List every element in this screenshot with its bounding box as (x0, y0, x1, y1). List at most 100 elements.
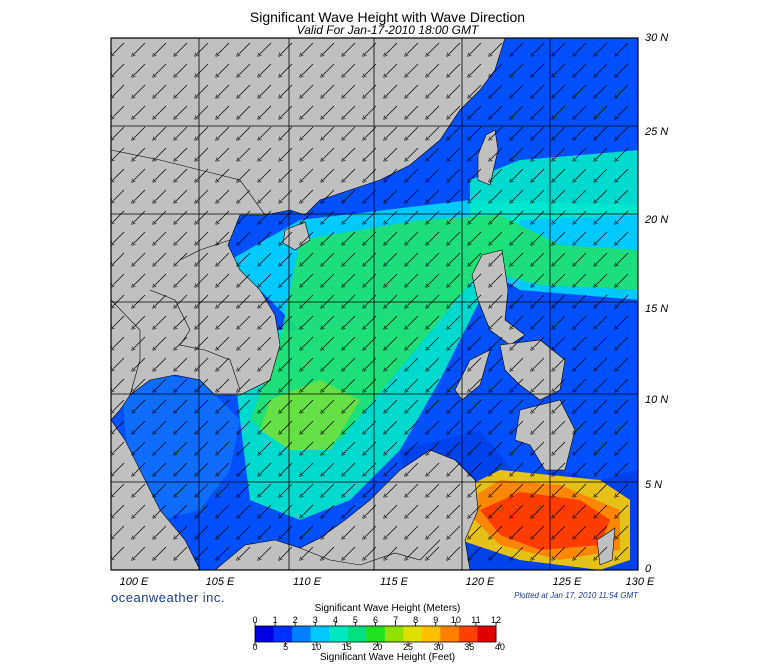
wave-arrow (469, 273, 482, 286)
lat-label-0: 0 (645, 563, 652, 575)
wave-arrow (238, 357, 251, 370)
wave-arrow (280, 294, 293, 307)
wave-arrow (532, 105, 545, 118)
wave-arrow (532, 231, 545, 244)
wave-arrow (280, 441, 293, 454)
wave-arrow (385, 168, 398, 181)
wave-arrow (469, 189, 482, 202)
wave-arrow (217, 315, 230, 328)
wave-arrow (406, 462, 419, 475)
wave-arrow (616, 399, 629, 412)
wave-arrow (196, 189, 209, 202)
wave-arrow (469, 420, 482, 433)
wave-arrow (133, 420, 146, 433)
wave-arrow (280, 210, 293, 223)
wave-arrow (112, 63, 125, 76)
wave-arrow (322, 231, 335, 244)
wave-arrow (574, 336, 587, 349)
wave-arrow (616, 42, 629, 55)
wave-arrow (322, 378, 335, 391)
wave-arrow (322, 525, 335, 538)
wave-arrow (343, 420, 356, 433)
wave-arrow (574, 420, 587, 433)
wave-arrow (511, 525, 524, 538)
wave-arrow (553, 336, 566, 349)
wave-arrow (301, 126, 314, 139)
colorbar-meter-label: 11 (471, 615, 481, 625)
wave-arrow (112, 357, 125, 370)
wave-arrow (280, 105, 293, 118)
wave-arrow (196, 42, 209, 55)
wave-arrow (154, 294, 167, 307)
wave-arrow (448, 441, 461, 454)
colorbar (255, 626, 497, 642)
wave-arrow (511, 168, 524, 181)
wave-arrow (301, 546, 314, 559)
colorbar-segment (440, 626, 460, 642)
wave-arrow (490, 441, 503, 454)
wave-arrow (259, 378, 272, 391)
wave-arrow (574, 462, 587, 475)
wave-arrow (595, 189, 608, 202)
colorbar-feet-label: 40 (494, 642, 505, 652)
wave-arrow (532, 378, 545, 391)
wave-arrow (154, 84, 167, 97)
colorbar-meter-label: 7 (393, 615, 399, 625)
wave-arrow (406, 525, 419, 538)
wave-arrow (112, 504, 125, 517)
wave-arrow (406, 399, 419, 412)
wave-arrow (595, 420, 608, 433)
wave-arrow (217, 84, 230, 97)
wave-arrow (511, 441, 524, 454)
wave-arrow (301, 168, 314, 181)
wave-arrow (154, 126, 167, 139)
wave-arrow (133, 168, 146, 181)
wave-arrow (448, 42, 461, 55)
wave-arrow (112, 126, 125, 139)
wave-arrow (574, 252, 587, 265)
wave-arrow (343, 42, 356, 55)
wave-arrow (406, 420, 419, 433)
plotted-timestamp: Plotted at Jan 17, 2010 11:54 GMT (514, 591, 638, 600)
wave-arrow (196, 294, 209, 307)
wave-arrow (595, 546, 608, 559)
wave-arrow (238, 336, 251, 349)
wave-arrow (238, 231, 251, 244)
wave-arrow (532, 336, 545, 349)
wave-arrow (385, 84, 398, 97)
wave-arrow (280, 399, 293, 412)
wave-arrow (112, 189, 125, 202)
wave-arrow (280, 189, 293, 202)
wave-arrow (595, 273, 608, 286)
wave-arrow (322, 336, 335, 349)
wave-arrow (406, 105, 419, 118)
wave-arrow (154, 462, 167, 475)
wave-arrow (427, 336, 440, 349)
wave-arrow (280, 420, 293, 433)
wave-arrow (427, 84, 440, 97)
wave-arrow (112, 399, 125, 412)
wave-arrow (154, 63, 167, 76)
wave-arrow (154, 147, 167, 160)
wave-arrow (112, 42, 125, 55)
wave-arrow (574, 168, 587, 181)
wave-arrow (133, 315, 146, 328)
wave-arrow (532, 462, 545, 475)
wave-arrow (301, 504, 314, 517)
wave-arrow (469, 483, 482, 496)
wave-arrow (406, 357, 419, 370)
wave-arrow (154, 525, 167, 538)
wave-arrow (448, 294, 461, 307)
wave-arrow (469, 378, 482, 391)
colorbar-meter-label: 8 (413, 615, 419, 625)
wave-arrow (490, 210, 503, 223)
colorbar-segment (292, 626, 312, 642)
wave-arrow (154, 483, 167, 496)
wave-arrow (469, 525, 482, 538)
wave-arrow (133, 84, 146, 97)
wave-arrow (280, 42, 293, 55)
wave-arrow (448, 483, 461, 496)
wave-arrow (238, 525, 251, 538)
wave-arrow (259, 42, 272, 55)
wave-arrow (385, 546, 398, 559)
